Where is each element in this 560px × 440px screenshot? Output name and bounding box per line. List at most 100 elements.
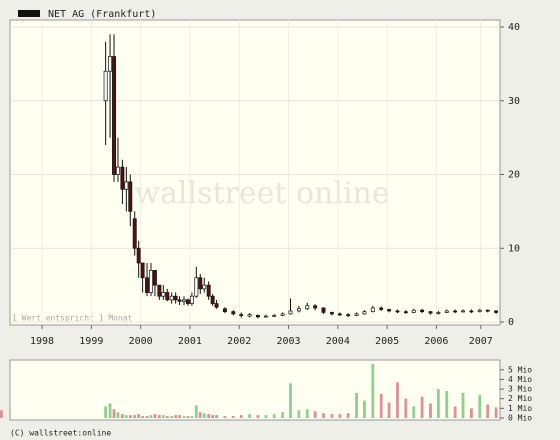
legend-swatch xyxy=(18,10,40,17)
volume-bar xyxy=(404,398,408,418)
volume-bar xyxy=(112,409,116,418)
volume-bar xyxy=(202,413,206,418)
legend-label: NET AG (Frankfurt) xyxy=(48,9,156,20)
candle-body xyxy=(453,310,458,313)
candle-body xyxy=(157,284,162,297)
y-tick-label: 0 Mio xyxy=(508,414,532,423)
x-tick-label: 2000 xyxy=(129,336,153,347)
candle-body xyxy=(112,56,116,175)
candle-body xyxy=(329,312,334,315)
volume-bar xyxy=(108,403,112,418)
candle-body xyxy=(231,311,236,315)
volume-bar xyxy=(486,404,490,418)
candle-body xyxy=(186,299,190,304)
candle-body xyxy=(411,309,416,313)
volume-bar xyxy=(178,415,181,418)
volume-bar xyxy=(104,406,108,418)
candle-body xyxy=(145,277,149,293)
candle-body xyxy=(103,70,108,102)
x-tick-label: 2007 xyxy=(469,336,493,347)
candle-body xyxy=(370,307,375,313)
candle-body xyxy=(477,309,482,313)
y-tick-label: 1 Mio xyxy=(508,404,532,413)
x-tick-label: 2002 xyxy=(227,336,251,347)
volume-bar xyxy=(145,416,149,418)
candle-body xyxy=(152,270,157,286)
candle-body xyxy=(485,309,490,312)
candle-body xyxy=(263,315,268,318)
candle-body xyxy=(494,310,499,313)
note: 1 Wert entspricht 1 Monat xyxy=(12,314,133,323)
candle-body xyxy=(305,305,310,310)
x-tick-label: 2004 xyxy=(326,336,350,347)
x-tick-label: 2003 xyxy=(276,336,300,347)
volume-bar xyxy=(429,403,432,418)
volume-bar xyxy=(387,402,391,418)
volume-bar xyxy=(461,392,465,418)
candle-body xyxy=(140,262,145,279)
y-tick-label: 4 Mio xyxy=(508,375,532,384)
volume-bar xyxy=(170,416,174,418)
volume-bar xyxy=(412,406,416,418)
candle-body xyxy=(189,295,194,304)
candle-body xyxy=(420,309,425,313)
candle-body xyxy=(379,307,384,310)
candle-body xyxy=(395,310,400,313)
y-tick-label: 5 Mio xyxy=(508,365,532,374)
volume-bar xyxy=(355,392,358,418)
candle-body xyxy=(428,311,433,314)
volume-bar xyxy=(215,415,218,418)
volume-bar xyxy=(272,414,276,418)
candle-body xyxy=(214,303,219,308)
volume-bar xyxy=(281,412,285,418)
x-tick-label: 2006 xyxy=(424,336,448,347)
volume-bar xyxy=(182,416,186,418)
volume-bar xyxy=(338,414,342,418)
volume-bar xyxy=(137,414,141,418)
volume-bar xyxy=(436,389,440,418)
volume-bar xyxy=(239,415,243,418)
candle-body xyxy=(182,299,186,302)
volume-bar xyxy=(346,413,350,418)
candle-body xyxy=(469,310,474,313)
y-tick-label: 3 Mio xyxy=(508,385,532,394)
candle-body xyxy=(206,284,211,297)
volume-bar xyxy=(116,412,120,418)
candle-body xyxy=(444,310,449,313)
candle-body xyxy=(116,166,120,175)
candle-body xyxy=(132,218,137,249)
candle-body xyxy=(108,56,113,72)
candle-body xyxy=(247,314,252,317)
volume-bar xyxy=(157,415,161,418)
volume-bar xyxy=(297,410,301,418)
candle-body xyxy=(128,181,133,212)
y-tick-label: 10 xyxy=(508,243,520,254)
y-tick-label: 2 Mio xyxy=(508,394,532,403)
volume-bar xyxy=(420,396,424,418)
volume-bar xyxy=(264,415,268,418)
candle-body xyxy=(136,247,141,264)
volume-bar xyxy=(231,416,235,418)
volume-bar xyxy=(120,414,124,418)
candle-body xyxy=(173,295,178,301)
candle-body xyxy=(461,310,465,313)
volume-bar xyxy=(207,414,211,418)
volume-bar xyxy=(445,391,449,418)
volume-bar xyxy=(149,415,153,418)
volume-bar xyxy=(494,407,498,418)
candle-body xyxy=(346,314,351,316)
candle-body xyxy=(387,309,392,312)
volume-bar xyxy=(313,411,317,418)
volume-bar xyxy=(198,412,202,418)
volume-bar xyxy=(322,413,325,418)
candle-body xyxy=(280,313,285,316)
candle-body xyxy=(198,277,203,290)
candle-body xyxy=(403,311,408,314)
candle-body xyxy=(165,292,170,301)
candle-body xyxy=(120,166,125,190)
watermark: wallstreet online xyxy=(134,176,389,211)
candle-body xyxy=(288,310,293,315)
volume-bar xyxy=(165,416,169,418)
volume-bar xyxy=(133,415,137,418)
x-tick-label: 2001 xyxy=(178,336,202,347)
